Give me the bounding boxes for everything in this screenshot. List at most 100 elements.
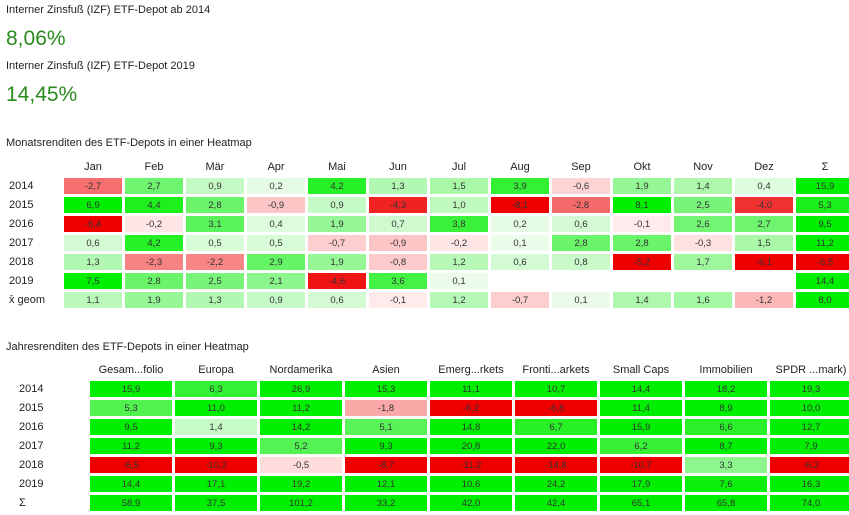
monthly-cell: 1,9 xyxy=(613,178,671,194)
monthly-cell: 0,4 xyxy=(735,178,793,194)
annual-row: 2018 -6,5 -10,2 -0,5 -8,7 -11,2 -14,8 -10,7 3,3-… xyxy=(19,457,849,473)
monthly-cell: -0,7 xyxy=(491,292,549,308)
monthly-cell: -2,7 xyxy=(64,178,122,194)
annual-cell: 6,2 xyxy=(600,438,682,454)
annual-cell: 101,2 xyxy=(260,495,342,511)
annual-cell: 14,4 xyxy=(600,381,682,397)
annual-cell: 9,5 xyxy=(90,419,172,435)
irr-2019-value: 14,45% xyxy=(6,83,78,106)
annual-heatmap-title: Jahresrenditen des ETF-Depots in einer H… xyxy=(6,341,249,353)
annual-cell: 16,3 xyxy=(770,476,849,492)
annual-row: 2015 5,3 11,0 11,2 -1,8 -6,2 -6,8 11,4 8,9 10,0 xyxy=(19,400,849,416)
monthly-cell: 0,6 xyxy=(552,216,610,232)
monthly-cell: -5,2 xyxy=(613,254,671,270)
monthly-cell xyxy=(735,273,793,289)
annual-row-label: 2017 xyxy=(19,440,44,452)
annual-cell: -14,8 xyxy=(515,457,597,473)
annual-cell: 14,4 xyxy=(90,476,172,492)
monthly-cell: -0,9 xyxy=(369,235,427,251)
annual-cell: -10,2 xyxy=(175,457,257,473)
monthly-heatmap-title: Monatsrenditen des ETF-Depots in einer H… xyxy=(6,137,252,149)
annual-col-header: Gesam...folio xyxy=(98,364,164,376)
annual-col-header: Small Caps xyxy=(612,364,670,376)
monthly-col-header: Mai xyxy=(328,161,346,173)
monthly-cell: 2,1 xyxy=(247,273,305,289)
monthly-heatmap-table: Jan Feb Mär Apr Mai Jun Jul Aug Sep Okt … xyxy=(6,156,849,311)
monthly-col-header: Dez xyxy=(754,161,774,173)
monthly-cell: 6,9 xyxy=(64,197,122,213)
annual-cell: 10,6 xyxy=(430,476,512,492)
annual-cell: 15,9 xyxy=(90,381,172,397)
monthly-cell: 1,4 xyxy=(674,178,732,194)
monthly-row: 2014 -2,7 2,7 0,9 0,2 4,2 1,3 1,5 3,9 -0,6 1,9 1,4 0… xyxy=(9,178,849,194)
annual-cell: 3,3 xyxy=(685,457,767,473)
annual-col-header: SPDR ...mark) xyxy=(775,364,847,376)
annual-row: 2014 15,9 6,3 26,9 15,3 11,1 10,7 14,4 18,2 19,3 xyxy=(19,381,849,397)
annual-cell: 7,6 xyxy=(685,476,767,492)
annual-cell: 65,1 xyxy=(600,495,682,511)
annual-cell: -6,2 xyxy=(430,400,512,416)
annual-cell: 12,1 xyxy=(345,476,427,492)
monthly-col-header: Mär xyxy=(205,161,225,173)
monthly-cell: 3,1 xyxy=(186,216,244,232)
monthly-cell: 0,5 xyxy=(247,235,305,251)
monthly-cell: -0,1 xyxy=(369,292,427,308)
annual-row: 2016 9,5 1,4 14,2 5,1 14,8 6,7 15,9 6,6 12,7 xyxy=(19,419,849,435)
annual-cell: 6,7 xyxy=(515,419,597,435)
monthly-cell: 15,9 xyxy=(796,178,849,194)
annual-cell: 9,3 xyxy=(345,438,427,454)
monthly-cell: 1,3 xyxy=(64,254,122,270)
monthly-cell: 2,8 xyxy=(186,197,244,213)
monthly-row-label: 2014 xyxy=(9,180,34,192)
monthly-col-header: Jan xyxy=(84,161,102,173)
monthly-cell: 1,2 xyxy=(430,254,488,270)
monthly-cell: -4,3 xyxy=(369,197,427,213)
annual-col-header: Europa xyxy=(198,364,234,376)
monthly-cell: -2,3 xyxy=(125,254,183,270)
monthly-row-label: 2017 xyxy=(9,237,34,249)
annual-cell: 5,3 xyxy=(90,400,172,416)
annual-cell: 42,0 xyxy=(430,495,512,511)
monthly-cell: 3,6 xyxy=(369,273,427,289)
monthly-cell: 2,6 xyxy=(674,216,732,232)
monthly-cell: 0,6 xyxy=(308,292,366,308)
annual-cell: 26,9 xyxy=(260,381,342,397)
monthly-row: 2016 -6,4 -0,2 3,1 0,4 1,9 0,7 3,8 0,2 0,6 -0,1 2,6… xyxy=(9,216,849,232)
monthly-cell: -2,8 xyxy=(552,197,610,213)
annual-cell: -6,8 xyxy=(515,400,597,416)
annual-cell: 10,7 xyxy=(515,381,597,397)
monthly-cell: -4,0 xyxy=(735,197,793,213)
annual-cell: 33,2 xyxy=(345,495,427,511)
monthly-cell: 2,5 xyxy=(674,197,732,213)
monthly-row-label: 2016 xyxy=(9,218,34,230)
annual-row-label: 2015 xyxy=(19,402,44,414)
monthly-cell: 8,1 xyxy=(613,197,671,213)
monthly-cell: 5,3 xyxy=(796,197,849,213)
monthly-cell: -0,2 xyxy=(430,235,488,251)
monthly-row-label: 2015 xyxy=(9,199,34,211)
monthly-cell: -0,9 xyxy=(247,197,305,213)
monthly-cell: 8,0 xyxy=(796,292,849,308)
annual-cell: 5,2 xyxy=(260,438,342,454)
monthly-cell: 2,5 xyxy=(186,273,244,289)
monthly-cell: 1,0 xyxy=(430,197,488,213)
monthly-cell: -4,6 xyxy=(308,273,366,289)
monthly-cell: -6,5 xyxy=(796,254,849,270)
monthly-cell: 1,1 xyxy=(64,292,122,308)
annual-cell: 6,6 xyxy=(685,419,767,435)
annual-cell: -8,7 xyxy=(345,457,427,473)
monthly-cell: 1,3 xyxy=(369,178,427,194)
monthly-cell: 0,1 xyxy=(552,292,610,308)
annual-row-label: 2018 xyxy=(19,459,44,471)
monthly-corner xyxy=(9,159,61,175)
monthly-cell: 1,7 xyxy=(674,254,732,270)
annual-cell: -10,7 xyxy=(600,457,682,473)
annual-cell: 15,3 xyxy=(345,381,427,397)
monthly-cell: -0,1 xyxy=(613,216,671,232)
monthly-cell: 0,9 xyxy=(247,292,305,308)
annual-cell: 12,7 xyxy=(770,419,849,435)
monthly-cell: 2,8 xyxy=(613,235,671,251)
annual-cell: 74,0 xyxy=(770,495,849,511)
monthly-cell: 1,3 xyxy=(186,292,244,308)
monthly-row: x̄ geom 1,1 1,9 1,3 0,9 0,6 -0,1 1,2 -0,7 0,1 1,4 1… xyxy=(9,292,849,308)
